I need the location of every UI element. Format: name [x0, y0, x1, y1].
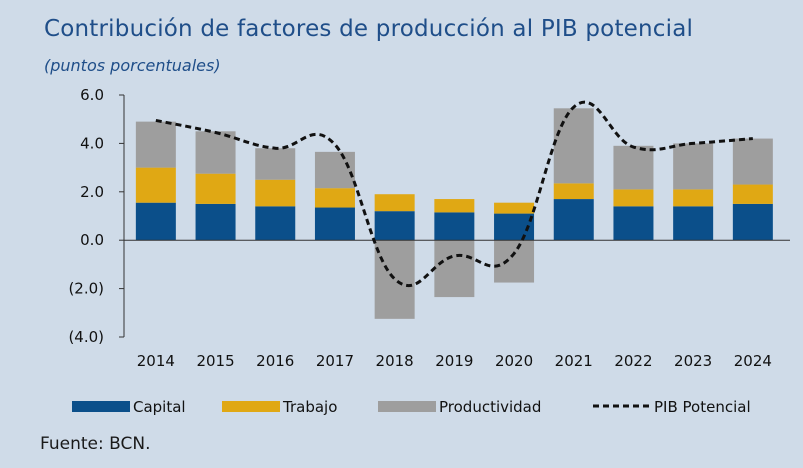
bar-productividad-2014: [135, 121, 176, 168]
bar-trabajo-2018: [374, 194, 415, 212]
bar-productividad-2023: [673, 143, 714, 190]
legend-label-pib-potencial: PIB Potencial: [654, 398, 751, 416]
x-tick-label-2018: 2018: [376, 352, 414, 370]
bar-productividad-2017: [314, 151, 355, 189]
chart-title: Contribución de factores de producción a…: [44, 16, 694, 42]
bar-capital-2014: [135, 202, 176, 241]
bar-trabajo-2021: [553, 183, 594, 200]
line-layer: [155, 100, 753, 288]
bar-trabajo-2017: [314, 188, 355, 208]
bar-capital-2023: [673, 206, 714, 241]
y-tick-label: 6.0: [80, 86, 104, 104]
x-tick-label-2015: 2015: [196, 352, 234, 370]
y-tick-label: 2.0: [80, 183, 104, 201]
x-tick-label-2021: 2021: [555, 352, 593, 370]
bar-capital-2019: [434, 212, 475, 241]
bar-productividad-2024: [732, 138, 773, 185]
y-tick-label: 0.0: [80, 231, 104, 249]
y-tick-label: (4.0): [68, 328, 104, 346]
bar-capital-2015: [195, 203, 236, 241]
y-tick-label: (2.0): [68, 280, 104, 298]
legend-swatch-productividad: [378, 401, 436, 412]
bar-trabajo-2019: [434, 199, 475, 213]
bars-layer: [135, 108, 773, 319]
bar-productividad-2021: [553, 108, 594, 184]
bar-productividad-2018: [374, 240, 415, 319]
x-tick-label-2022: 2022: [614, 352, 652, 370]
x-tick-label-2014: 2014: [137, 352, 175, 370]
line-pib-potencial: [155, 100, 753, 288]
bar-trabajo-2016: [255, 179, 296, 207]
axis-layer: 6.0 4.0 2.0 0.0 (2.0) (4.0) 2014 2015 2016 2017 20…: [68, 86, 790, 370]
x-tick-label-2024: 2024: [734, 352, 772, 370]
x-tick-label-2023: 2023: [674, 352, 712, 370]
chart-subtitle: (puntos porcentuales): [44, 56, 221, 75]
legend-label-productividad: Productividad: [439, 398, 541, 416]
bar-productividad-2022: [613, 145, 654, 190]
bar-productividad-2015: [195, 131, 236, 174]
bar-capital-2018: [374, 211, 415, 241]
legend-label-capital: Capital: [133, 398, 186, 416]
bar-capital-2021: [553, 199, 594, 241]
x-tick-label-2017: 2017: [316, 352, 354, 370]
bar-capital-2022: [613, 206, 654, 241]
legend: Capital Trabajo Productividad PIB Potencial: [72, 398, 751, 416]
bar-capital-2016: [255, 206, 296, 241]
bar-productividad-2020: [494, 240, 535, 283]
legend-swatch-trabajo: [222, 401, 280, 412]
bar-productividad-2016: [255, 148, 296, 180]
bar-trabajo-2014: [135, 167, 176, 203]
bar-productividad-2019: [434, 240, 475, 298]
legend-swatch-capital: [72, 401, 130, 412]
bar-trabajo-2024: [732, 184, 773, 204]
bar-trabajo-2023: [673, 189, 714, 207]
y-tick-label: 4.0: [80, 134, 104, 152]
x-tick-label-2019: 2019: [435, 352, 473, 370]
bar-trabajo-2022: [613, 189, 654, 207]
source-note: Fuente: BCN.: [40, 434, 151, 454]
bar-capital-2017: [314, 207, 355, 241]
bar-capital-2024: [732, 203, 773, 241]
x-tick-label-2020: 2020: [495, 352, 533, 370]
legend-label-trabajo: Trabajo: [282, 398, 337, 416]
bar-trabajo-2015: [195, 173, 236, 204]
x-tick-label-2016: 2016: [256, 352, 294, 370]
bar-trabajo-2020: [494, 202, 535, 214]
